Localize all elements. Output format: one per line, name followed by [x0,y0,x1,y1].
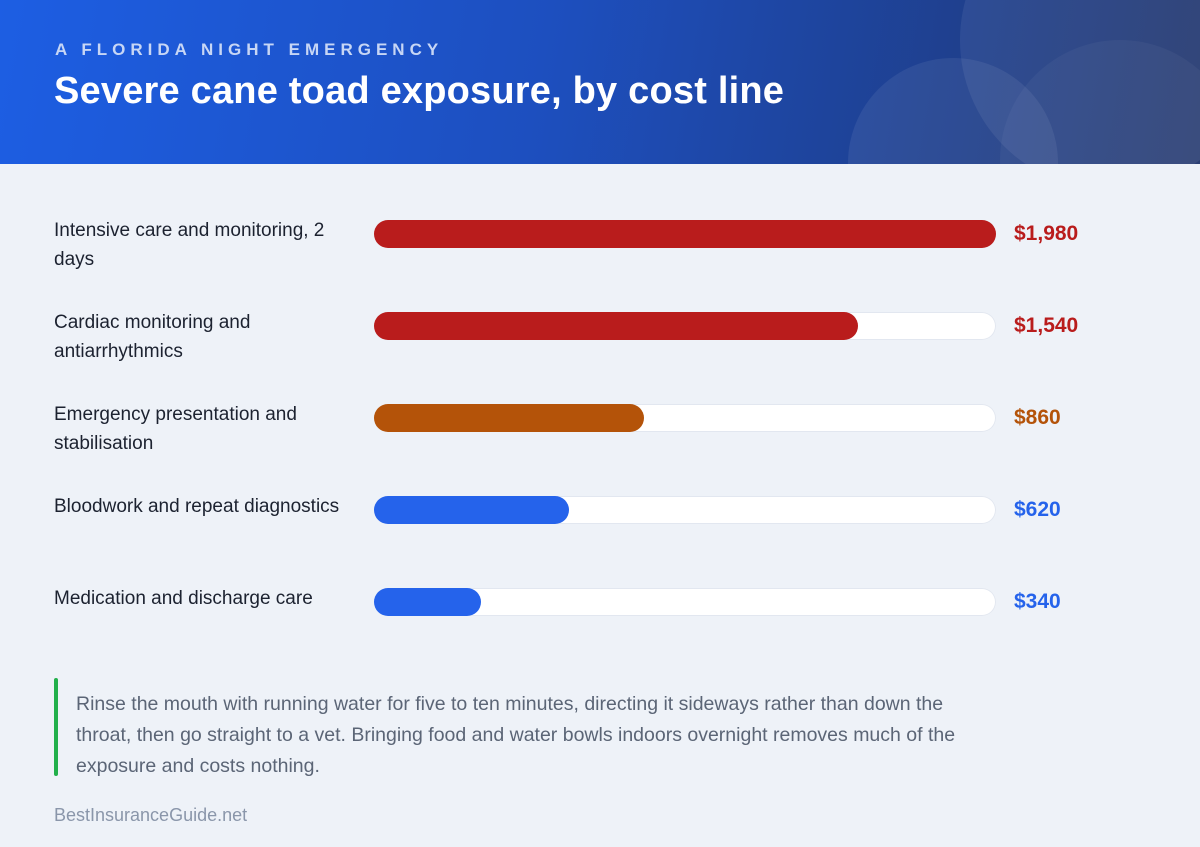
bar-value-label: $620 [1014,498,1061,521]
bar [374,312,858,340]
bar-category-label: Medication and discharge care [54,588,313,609]
bar-category-label: Intensive care and monitoring, 2 days [54,220,325,270]
bar-category-label: Cardiac monitoring and antiarrhythmics [54,312,251,362]
bar-track [374,312,996,340]
bar-value-label: $860 [1014,406,1061,429]
bar-track [374,496,996,524]
bar-track [374,404,996,432]
bar-track [374,588,996,616]
chart-row: Medication and discharge care $340 [0,584,1200,664]
bar-category-label: Bloodwork and repeat diagnostics [54,496,340,517]
page-title: Severe cane toad exposure, by cost line [54,70,785,112]
decorative-circle [960,0,1200,164]
bar [374,588,481,616]
chart-row: Intensive care and monitoring, 2 days $1,… [0,216,1200,296]
chart-row: Bloodwork and repeat diagnostics $620 [0,492,1200,572]
source-credit: BestInsuranceGuide.net [54,805,248,825]
eyebrow-label: A FLORIDA NIGHT EMERGENCY [55,40,444,59]
bar-value-label: $340 [1014,590,1061,613]
chart-row: Cardiac monitoring and antiarrhythmics $1… [0,308,1200,388]
bar [374,404,644,432]
bar [374,220,996,248]
tip-note: Rinse the mouth with running water for f… [76,693,956,777]
bar-value-label: $1,540 [1014,314,1079,337]
bar-category-label: Emergency presentation and stabilisation [54,404,297,454]
chart-row: Emergency presentation and stabilisation… [0,400,1200,480]
bar-track [374,220,996,248]
header-banner: A FLORIDA NIGHT EMERGENCY Severe cane to… [0,0,1200,164]
bar [374,496,569,524]
note-accent-bar [54,678,58,776]
bar-value-label: $1,980 [1014,222,1079,245]
